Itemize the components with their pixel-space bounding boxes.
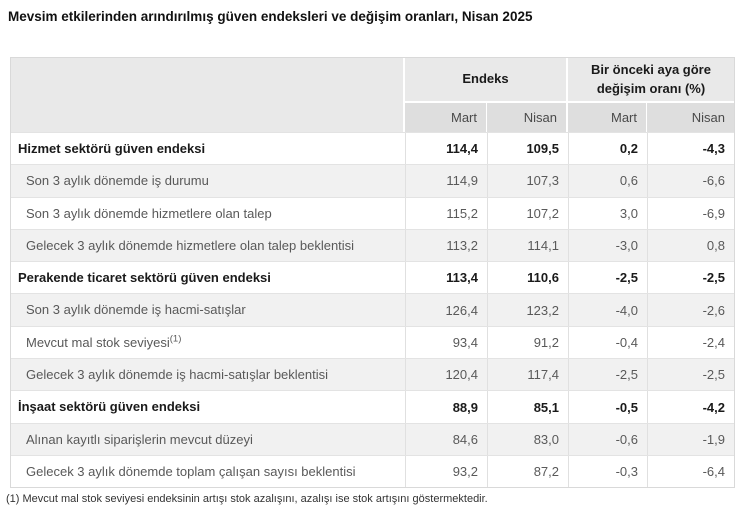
value-cell: 107,3 bbox=[487, 165, 568, 197]
value-cell: 3,0 bbox=[568, 197, 647, 229]
header-endeks-mart: Mart bbox=[405, 101, 487, 132]
row-label: Son 3 aylık dönemde iş durumu bbox=[11, 165, 405, 196]
footnote-marker: (1) bbox=[169, 333, 182, 345]
row-label: Perakende ticaret sektörü güven endeksi bbox=[11, 262, 405, 293]
value-cell: 113,2 bbox=[405, 229, 487, 262]
table-row: Son 3 aylık dönemde iş durumu 114,9 107,3 0… bbox=[11, 164, 734, 197]
value-cell: 126,4 bbox=[405, 294, 487, 326]
row-label-text: Hizmet sektörü güven endeksi bbox=[18, 141, 206, 156]
row-label-text: Gelecek 3 aylık dönemde hizmetlere olan … bbox=[26, 237, 355, 253]
value-cell: -4,3 bbox=[647, 133, 734, 165]
value-cell: 91,2 bbox=[487, 326, 568, 359]
value-cell: -2,4 bbox=[647, 326, 734, 359]
row-label-text: Son 3 aylık dönemde iş hacmi-satışlar bbox=[26, 302, 246, 318]
header-endeks-nisan: Nisan bbox=[487, 101, 568, 132]
row-label-text: Son 3 aylık dönemde iş durumu bbox=[26, 173, 209, 189]
table-row: Mevcut mal stok seviyesi(1) 93,4 91,2 -0,4-… bbox=[11, 325, 734, 359]
value-cell: 107,2 bbox=[487, 197, 568, 229]
value-cell: -2,5 bbox=[647, 262, 734, 294]
header-group-change-rate: Bir önceki aya göre değişim oranı (%) bbox=[568, 58, 734, 101]
row-label: Gelecek 3 aylık dönemde iş hacmi-satışla… bbox=[11, 359, 405, 390]
value-cell: 84,6 bbox=[405, 423, 487, 455]
value-cell: -6,9 bbox=[647, 197, 734, 229]
row-label: Gelecek 3 aylık dönemde toplam çalışan s… bbox=[11, 456, 405, 487]
row-label-text: Alınan kayıtlı siparişlerin mevcut düzey… bbox=[26, 431, 253, 447]
value-cell: 88,9 bbox=[405, 391, 487, 423]
value-cell: 0,8 bbox=[647, 229, 734, 262]
header-group-endeks: Endeks bbox=[405, 58, 568, 101]
value-cell: 83,0 bbox=[487, 423, 568, 455]
table-row: İnşaat sektörü güven endeksi 88,9 85,1 -0,5… bbox=[11, 390, 734, 423]
row-label-text: Perakende ticaret sektörü güven endeksi bbox=[18, 270, 271, 286]
value-cell: -4,0 bbox=[568, 294, 647, 326]
value-cell: -2,6 bbox=[647, 294, 734, 326]
value-cell: 120,4 bbox=[405, 359, 487, 391]
value-cell: 93,4 bbox=[405, 326, 487, 359]
value-cell: 123,2 bbox=[487, 294, 568, 326]
value-cell: 109,5 bbox=[487, 133, 568, 165]
footnote: (1) Mevcut mal stok seviyesi endeksinin … bbox=[6, 493, 488, 505]
table-row: Son 3 aylık dönemde hizmetlere olan tale… bbox=[11, 196, 734, 229]
table-row: Gelecek 3 aylık dönemde iş hacmi-satışla… bbox=[11, 358, 734, 391]
confidence-index-table: Endeks Bir önceki aya göre değişim oranı… bbox=[10, 57, 735, 489]
value-cell: 114,1 bbox=[487, 229, 568, 262]
table-row: Perakende ticaret sektörü güven endeksi 1… bbox=[11, 261, 734, 294]
value-cell: 117,4 bbox=[487, 359, 568, 391]
value-cell: 93,2 bbox=[405, 455, 487, 488]
table-row: Son 3 aylık dönemde iş hacmi-satışlar 126… bbox=[11, 293, 734, 326]
value-cell: 110,6 bbox=[487, 262, 568, 294]
value-cell: -0,4 bbox=[568, 326, 647, 359]
row-label-text: Son 3 aylık dönemde hizmetlere olan tale… bbox=[26, 205, 272, 221]
page-title: Mevsim etkilerinden arındırılmış güven e… bbox=[8, 9, 533, 24]
value-cell: 87,2 bbox=[487, 455, 568, 488]
row-label-text: Gelecek 3 aylık dönemde iş hacmi-satışla… bbox=[26, 367, 329, 383]
value-cell: -4,2 bbox=[647, 391, 734, 423]
row-label-text: Gelecek 3 aylık dönemde toplam çalışan s… bbox=[26, 463, 356, 479]
row-label: Son 3 aylık dönemde hizmetlere olan tale… bbox=[11, 198, 405, 229]
row-label: İnşaat sektörü güven endeksi bbox=[11, 391, 405, 422]
header-change-mart: Mart bbox=[568, 101, 647, 132]
value-cell: -0,3 bbox=[568, 455, 647, 488]
value-cell: 0,2 bbox=[568, 133, 647, 165]
row-label: Gelecek 3 aylık dönemde hizmetlere olan … bbox=[11, 230, 405, 261]
table-row: Gelecek 3 aylık dönemde hizmetlere olan … bbox=[11, 228, 734, 262]
value-cell: 113,4 bbox=[405, 262, 487, 294]
value-cell: 115,2 bbox=[405, 197, 487, 229]
value-cell: -0,5 bbox=[568, 391, 647, 423]
value-cell: -2,5 bbox=[568, 359, 647, 391]
row-label: Son 3 aylık dönemde iş hacmi-satışlar bbox=[11, 294, 405, 325]
table-row: Hizmet sektörü güven endeksi 114,4 109,5 0,… bbox=[11, 132, 734, 165]
header-empty-cell bbox=[11, 58, 405, 132]
value-cell: -2,5 bbox=[568, 262, 647, 294]
value-cell: -6,4 bbox=[647, 455, 734, 488]
table-body: Hizmet sektörü güven endeksi 114,4 109,5 0,… bbox=[11, 132, 734, 488]
value-cell: 0,6 bbox=[568, 165, 647, 197]
header-change-nisan: Nisan bbox=[647, 101, 734, 132]
value-cell: -0,6 bbox=[568, 423, 647, 455]
row-label: Mevcut mal stok seviyesi(1) bbox=[11, 327, 405, 358]
value-cell: 85,1 bbox=[487, 391, 568, 423]
value-cell: -3,0 bbox=[568, 229, 647, 262]
table-row: Gelecek 3 aylık dönemde toplam çalışan s… bbox=[11, 454, 734, 488]
table-header: Endeks Bir önceki aya göre değişim oranı… bbox=[11, 58, 734, 132]
value-cell: 114,4 bbox=[405, 133, 487, 165]
row-label-text: İnşaat sektörü güven endeksi bbox=[18, 399, 201, 415]
value-cell: -2,5 bbox=[647, 359, 734, 391]
row-label: Alınan kayıtlı siparişlerin mevcut düzey… bbox=[11, 424, 405, 455]
table-row: Alınan kayıtlı siparişlerin mevcut düzey… bbox=[11, 422, 734, 455]
value-cell: 114,9 bbox=[405, 165, 487, 197]
value-cell: -1,9 bbox=[647, 423, 734, 455]
row-label: Hizmet sektörü güven endeksi bbox=[11, 133, 405, 164]
row-label-text: Mevcut mal stok seviyesi bbox=[26, 334, 170, 350]
value-cell: -6,6 bbox=[647, 165, 734, 197]
